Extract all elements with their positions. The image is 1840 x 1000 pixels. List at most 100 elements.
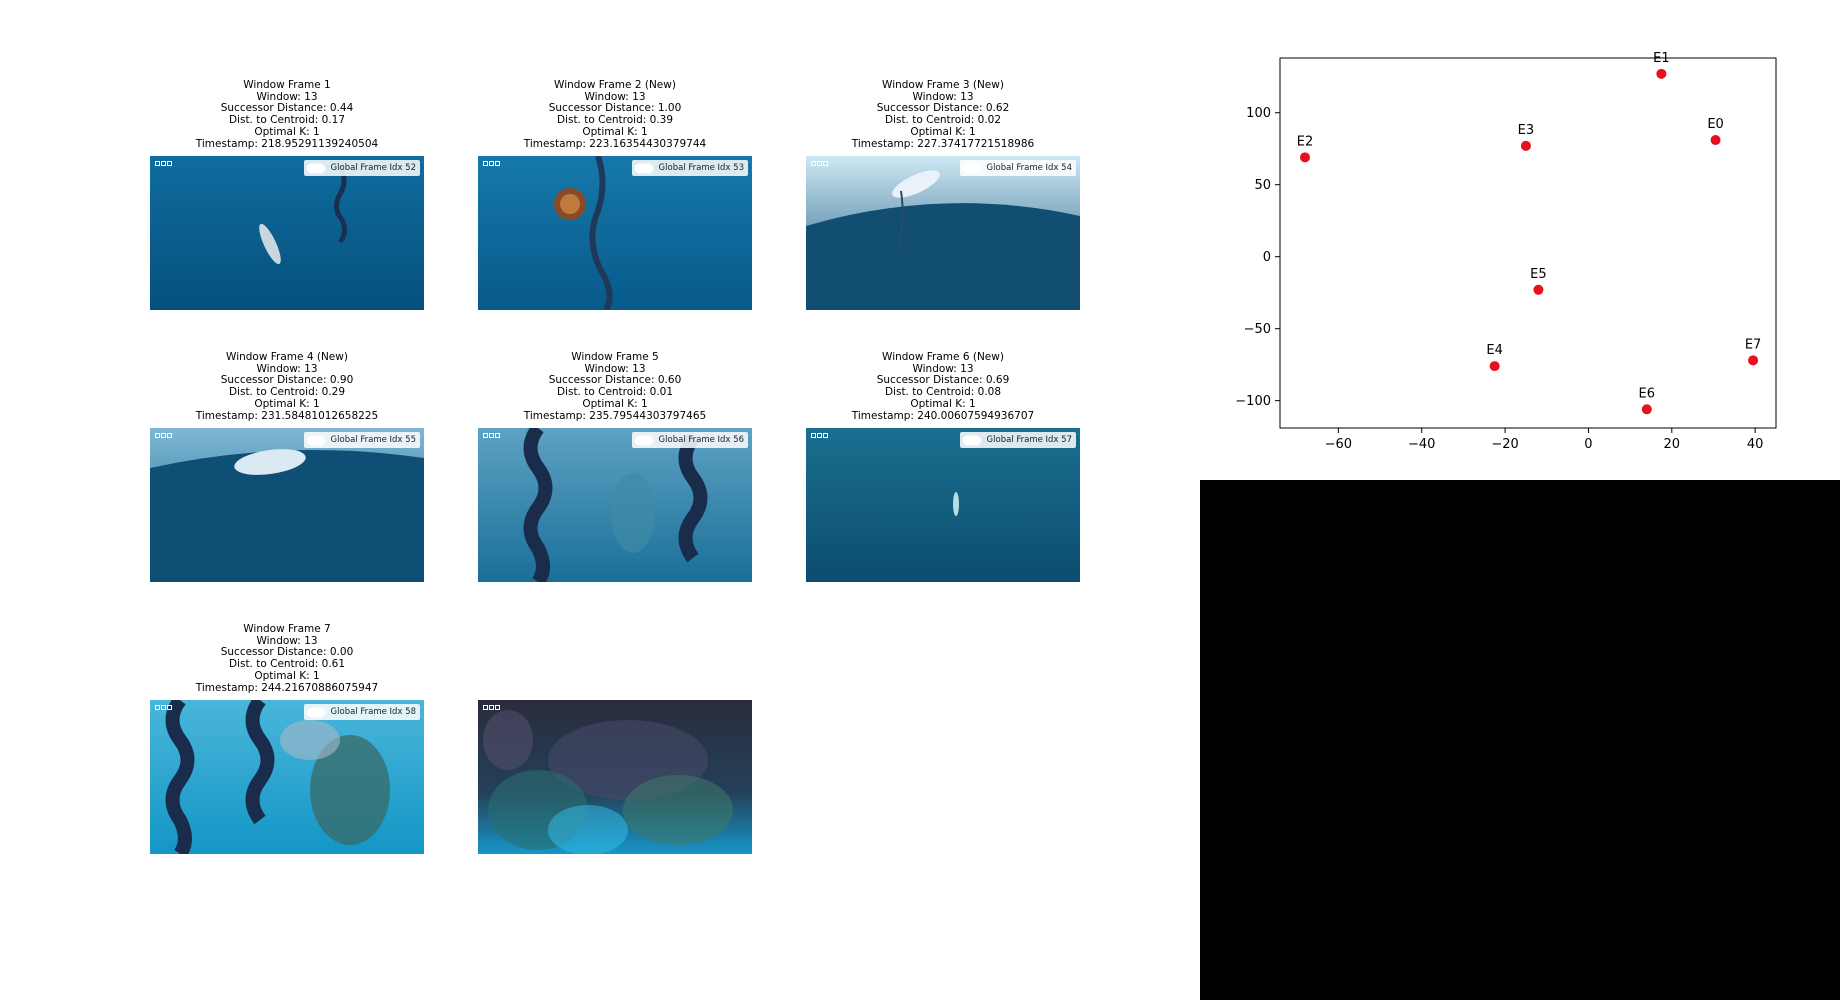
panel-caption: Window Frame 2 (New) Window: 13 Successor … [438,79,792,150]
global-frame-badge: Global Frame Idx 52 [303,160,420,176]
panel-centroid-distance: Dist. to Centroid: 0.02 [884,114,1002,127]
global-frame-label: Global Frame Idx 57 [986,435,1072,445]
broadcaster-logo [483,705,500,710]
data-point-e0 [1710,135,1721,146]
panel-title: Window Frame 3 (New) [882,79,1004,91]
frame-image: Global Frame Idx 52 [150,156,424,310]
x-tick-label: 20 [1664,437,1681,452]
y-tick-label: 0 [1263,250,1271,265]
global-frame-label: Global Frame Idx 54 [986,163,1072,173]
panel-centroid-distance: Dist. to Centroid: 0.39 [556,114,674,127]
data-point-e7 [1748,355,1759,366]
global-frame-badge: Global Frame Idx 54 [959,160,1076,176]
data-point-e5 [1533,284,1544,295]
frame-image: Global Frame Idx 53 [478,156,752,310]
panel-centroid-distance: Dist. to Centroid: 0.61 [228,658,346,671]
panel-window: Window: 13 [912,90,974,103]
global-frame-label: Global Frame Idx 58 [330,707,416,717]
panel-caption: Window Frame 6 (New) Window: 13 Successor … [766,351,1120,422]
frame-picture [478,428,752,582]
frame-image-extra [478,700,752,854]
x-tick-label: −20 [1491,437,1518,452]
panel-successor-distance: Successor Distance: 0.69 [876,374,1010,387]
plot-frame [1279,57,1777,429]
frame-image: Global Frame Idx 56 [478,428,752,582]
broadcaster-logo [155,161,172,166]
global-frame-label: Global Frame Idx 52 [330,163,416,173]
point-label-e3: E3 [1518,123,1535,138]
y-tick-label: 100 [1246,106,1271,121]
point-label-e6: E6 [1639,386,1656,401]
panel-title: Window Frame 1 [243,79,331,91]
broadcaster-logo [811,161,828,166]
x-tick-label: 0 [1584,437,1592,452]
panel-successor-distance: Successor Distance: 0.90 [220,374,354,387]
frame-picture [150,700,424,854]
global-frame-label: Global Frame Idx 56 [658,435,744,445]
broadcaster-logo [155,705,172,710]
panel-successor-distance: Successor Distance: 1.00 [548,102,682,115]
panel-timestamp: Timestamp: 218.95291139240504 [195,137,379,150]
panel-centroid-distance: Dist. to Centroid: 0.17 [228,114,346,127]
panel-window: Window: 13 [256,90,318,103]
panel-window: Window: 13 [912,362,974,375]
data-point-e2 [1300,152,1311,163]
panel-caption: Window Frame 5 Window: 13 Successor Distan… [438,351,792,422]
panel-caption: Window Frame 1 Window: 13 Successor Distan… [110,79,464,150]
global-frame-badge: Global Frame Idx 57 [959,432,1076,448]
x-tick-label: 40 [1747,437,1764,452]
panel-optimal-k: Optimal K: 1 [254,125,320,138]
frame-image: Global Frame Idx 58 [150,700,424,854]
panel-timestamp: Timestamp: 227.37417721518986 [851,137,1035,150]
panel-caption: Window Frame 4 (New) Window: 13 Successor … [110,351,464,422]
x-tick-label: −40 [1408,437,1435,452]
broadcaster-logo [811,433,828,438]
data-point-e3 [1520,140,1531,151]
frame-image: Global Frame Idx 57 [806,428,1080,582]
panel-title: Window Frame 5 [571,351,659,363]
panel-successor-distance: Successor Distance: 0.00 [220,646,354,659]
panel-optimal-k: Optimal K: 1 [582,125,648,138]
global-frame-badge: Global Frame Idx 58 [303,704,420,720]
point-label-e1: E1 [1653,51,1670,66]
panel-timestamp: Timestamp: 240.00607594936707 [851,409,1035,422]
panel-optimal-k: Optimal K: 1 [582,397,648,410]
panel-caption: Window Frame 7 Window: 13 Successor Distan… [110,623,464,694]
panel-title: Window Frame 4 (New) [226,351,348,363]
panel-centroid-distance: Dist. to Centroid: 0.01 [556,386,674,399]
broadcaster-logo [483,433,500,438]
x-tick-label: −60 [1325,437,1352,452]
frame-image: Global Frame Idx 55 [150,428,424,582]
frame-picture [806,156,1080,310]
panel-successor-distance: Successor Distance: 0.44 [220,102,354,115]
panel-optimal-k: Optimal K: 1 [254,669,320,682]
legend-swatch [962,435,981,445]
frame-image: Global Frame Idx 54 [806,156,1080,310]
panel-window: Window: 13 [256,362,318,375]
panel-timestamp: Timestamp: 231.58481012658225 [195,409,379,422]
point-label-e2: E2 [1297,134,1314,149]
frame-picture [150,428,424,582]
panel-centroid-distance: Dist. to Centroid: 0.08 [884,386,1002,399]
global-frame-badge: Global Frame Idx 53 [631,160,748,176]
panel-window: Window: 13 [584,90,646,103]
panel-optimal-k: Optimal K: 1 [910,125,976,138]
global-frame-badge: Global Frame Idx 55 [303,432,420,448]
global-frame-label: Global Frame Idx 53 [658,163,744,173]
frame-picture [478,156,752,310]
frame-picture-extra [478,700,752,854]
legend-swatch [634,163,653,173]
panel-successor-distance: Successor Distance: 0.60 [548,374,682,387]
point-label-e0: E0 [1707,117,1724,132]
legend-swatch [306,707,325,717]
data-point-e4 [1489,361,1500,372]
black-panel [1200,480,1840,1000]
panel-title: Window Frame 2 (New) [554,79,676,91]
global-frame-label: Global Frame Idx 55 [330,435,416,445]
legend-swatch [306,163,325,173]
data-point-e1 [1656,68,1667,79]
legend-swatch [634,435,653,445]
frame-picture [806,428,1080,582]
panel-caption: Window Frame 3 (New) Window: 13 Successor … [766,79,1120,150]
legend-swatch [306,435,325,445]
